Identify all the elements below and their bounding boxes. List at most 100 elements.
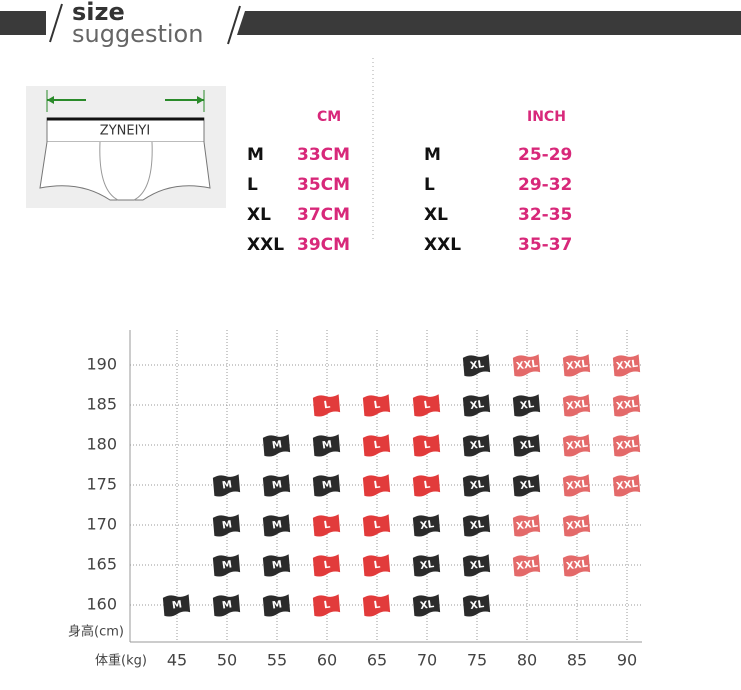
flag-shape xyxy=(412,554,441,577)
size-value: 25-29 xyxy=(518,145,572,165)
table-header: CM xyxy=(317,109,341,125)
flag-label: XL xyxy=(519,479,535,492)
y-tick-label: 160 xyxy=(86,595,117,614)
flag-label: L xyxy=(323,520,331,532)
flag-shape xyxy=(612,354,641,377)
size-label: L xyxy=(424,175,435,195)
flag-shape xyxy=(512,434,541,457)
flag-shape xyxy=(412,434,441,457)
flag-shape xyxy=(312,434,341,457)
flag-shape xyxy=(412,474,441,497)
flag-shape xyxy=(262,434,291,457)
size-flag: XXL xyxy=(512,514,541,537)
flag-label: XL xyxy=(469,519,485,532)
size-flag: L xyxy=(312,514,341,537)
flag-shape xyxy=(312,394,341,417)
flag-shape xyxy=(212,554,241,577)
flag-label: XXL xyxy=(616,438,640,452)
size-value: 39CM xyxy=(297,235,350,255)
size-flag: M xyxy=(262,554,291,577)
flag-label: XXL xyxy=(566,398,590,412)
flag-label: XL xyxy=(469,599,485,612)
brand: ZYNEIYI xyxy=(100,124,150,139)
flag-shape xyxy=(262,554,291,577)
flag-label: M xyxy=(321,479,332,491)
y-tick-label: 180 xyxy=(86,435,117,454)
y-tick-label: 190 xyxy=(86,355,117,374)
size-flag: M xyxy=(312,474,341,497)
size-flag: L xyxy=(312,394,341,417)
flag-shape xyxy=(562,554,591,577)
size-flag: L xyxy=(412,474,441,497)
flag-shape xyxy=(512,554,541,577)
x-tick-label: 55 xyxy=(267,651,287,670)
flag-label: XXL xyxy=(616,358,640,372)
size-flag: L xyxy=(362,594,391,617)
title: size xyxy=(72,0,125,26)
flag-shape xyxy=(562,474,591,497)
size-label: M xyxy=(424,145,441,165)
flag-label: XL xyxy=(469,559,485,572)
flag-shape xyxy=(462,514,491,537)
x-tick-label: 90 xyxy=(617,651,637,670)
size-flag: XL xyxy=(462,394,491,417)
flag-label: XXL xyxy=(516,358,540,372)
size-label: M xyxy=(247,145,264,165)
flag-shape xyxy=(612,474,641,497)
flag-label: L xyxy=(373,560,381,572)
x-tick-label: 50 xyxy=(217,651,237,670)
flag-label: M xyxy=(321,439,332,451)
flag-label: L xyxy=(423,400,431,412)
flag-shape xyxy=(562,354,591,377)
slash xyxy=(49,3,63,43)
size-flag: XXL xyxy=(612,474,641,497)
flag-label: XXL xyxy=(566,518,590,532)
flag-label: M xyxy=(271,599,282,611)
flag-label: M xyxy=(221,599,232,611)
flag-label: L xyxy=(323,600,331,612)
flag-shape xyxy=(362,514,391,537)
size-flag: L xyxy=(362,554,391,577)
size-flag: XXL xyxy=(512,354,541,377)
flag-shape xyxy=(312,594,341,617)
flag-shape xyxy=(362,434,391,457)
flag-label: L xyxy=(373,520,381,532)
flag-shape xyxy=(212,474,241,497)
flag-label: L xyxy=(373,600,381,612)
y-tick-label: 170 xyxy=(86,515,117,534)
size-flag: XL xyxy=(462,554,491,577)
size-flag: M xyxy=(262,594,291,617)
flag-label: XXL xyxy=(566,478,590,492)
flag-shape xyxy=(212,514,241,537)
size-value: 32-35 xyxy=(518,205,572,225)
flag-label: M xyxy=(271,519,282,531)
size-label: XL xyxy=(424,205,448,225)
x-tick-label: 60 xyxy=(317,651,337,670)
flag-label: XL xyxy=(469,359,485,372)
flag-label: XXL xyxy=(616,398,640,412)
flag-shape xyxy=(212,594,241,617)
size-flag: XXL xyxy=(562,554,591,577)
size-flag: M xyxy=(162,594,191,617)
size-flag: XL xyxy=(462,594,491,617)
size-value: 35CM xyxy=(297,175,350,195)
size-flag: L xyxy=(362,474,391,497)
size-value: 29-32 xyxy=(518,175,572,195)
flag-shape xyxy=(312,554,341,577)
flag-label: L xyxy=(323,400,331,412)
flag-shape xyxy=(462,474,491,497)
flag-label: XXL xyxy=(516,518,540,532)
flag-label: XXL xyxy=(616,478,640,492)
size-flag: L xyxy=(412,434,441,457)
flag-label: XL xyxy=(419,599,435,612)
size-flag: XXL xyxy=(512,554,541,577)
flag-label: XL xyxy=(469,439,485,452)
size-flag: XXL xyxy=(562,514,591,537)
x-tick-label: 85 xyxy=(567,651,587,670)
size-flag: L xyxy=(412,394,441,417)
x-tick-label: 45 xyxy=(167,651,187,670)
size-flag: M xyxy=(262,514,291,537)
table-header: INCH xyxy=(527,109,566,125)
size-flag: XXL xyxy=(612,394,641,417)
size-flag: XL xyxy=(462,514,491,537)
